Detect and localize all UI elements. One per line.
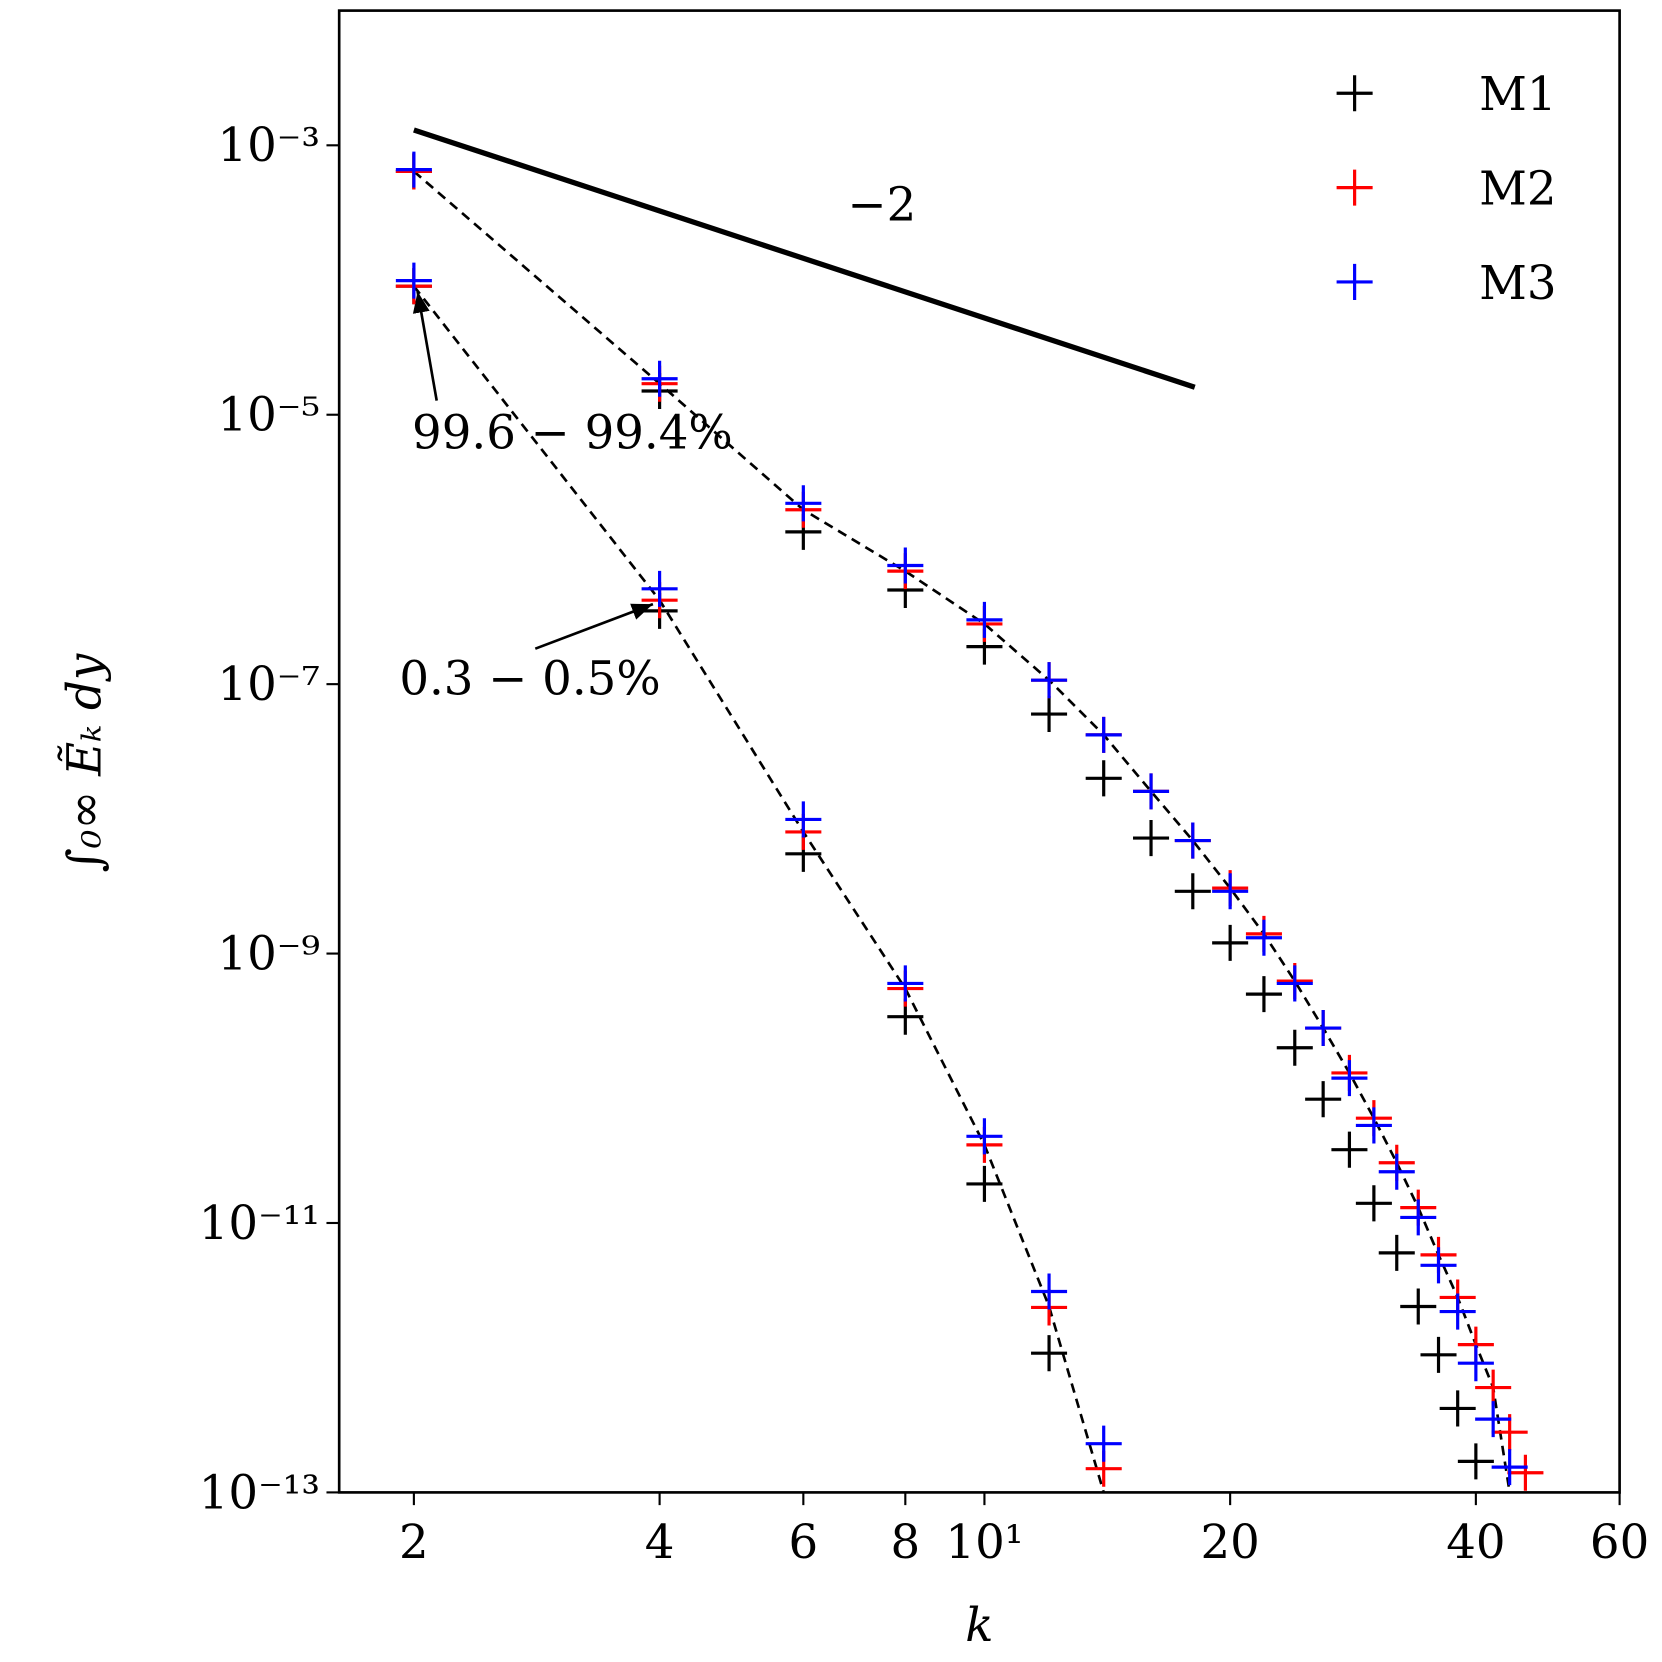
fit-line: [412, 285, 1105, 1493]
slope-label: −2: [848, 177, 917, 231]
x-tick-label: 40: [1446, 1515, 1505, 1569]
fit-line: [413, 170, 1511, 1493]
y-tick-label: 10⁻¹¹: [199, 1196, 320, 1250]
point: [1355, 1107, 1392, 1144]
point: [1507, 1454, 1544, 1491]
point: [1305, 1081, 1342, 1118]
point: [1031, 1273, 1068, 1310]
y-tick-label: 10⁻⁹: [217, 926, 320, 980]
point: [1331, 1131, 1368, 1168]
point: [1439, 1293, 1476, 1330]
point: [1355, 1185, 1392, 1222]
point: [395, 262, 432, 299]
point: [1085, 760, 1122, 797]
point: [395, 151, 432, 188]
point: [641, 570, 678, 607]
annotation: 0.3 − 0.5%: [399, 651, 660, 705]
point: [1031, 696, 1068, 733]
point: [1031, 1335, 1068, 1372]
y-tick-label: 10⁻¹³: [199, 1465, 320, 1519]
point: [1491, 1449, 1528, 1486]
x-tick-label: 2: [399, 1515, 429, 1569]
x-tick-label: 60: [1590, 1515, 1649, 1569]
point: [1133, 773, 1170, 810]
annotation-arrow: [412, 291, 439, 401]
point: [1400, 1288, 1437, 1325]
legend-marker: [1336, 75, 1373, 112]
point: [1031, 662, 1068, 699]
point: [1457, 1345, 1494, 1382]
reference-line: [413, 127, 1196, 390]
legend-label: M1: [1479, 67, 1556, 121]
annotation: 99.6 − 99.4%: [412, 405, 733, 459]
point: [1420, 1336, 1457, 1373]
point: [887, 965, 924, 1002]
point: [1475, 1369, 1512, 1406]
point: [966, 601, 1003, 638]
point: [1245, 976, 1282, 1013]
point: [966, 1165, 1003, 1202]
point: [1305, 1010, 1342, 1047]
legend-marker: [1336, 169, 1373, 206]
point: [1276, 965, 1313, 1002]
legend-label: M2: [1479, 162, 1556, 216]
x-tick-label: 8: [890, 1515, 920, 1569]
point: [1475, 1401, 1512, 1438]
point: [1085, 716, 1122, 753]
point: [1276, 1029, 1313, 1066]
point: [1457, 1443, 1494, 1480]
y-tick-label: 10⁻³: [217, 118, 320, 172]
point: [1212, 873, 1249, 910]
point: [785, 801, 822, 838]
point: [1420, 1247, 1457, 1284]
point: [1085, 1425, 1122, 1462]
y-tick-label: 10⁻⁵: [217, 388, 320, 442]
point: [1378, 1153, 1415, 1190]
x-tick-label: 20: [1200, 1515, 1259, 1569]
plot-frame: [337, 9, 1621, 1494]
x-axis-label: k: [965, 1598, 993, 1652]
point: [1174, 873, 1211, 910]
point: [1439, 1390, 1476, 1427]
point: [1400, 1199, 1437, 1236]
point: [1133, 820, 1170, 857]
point: [785, 485, 822, 522]
point: [887, 547, 924, 584]
point: [1331, 1060, 1368, 1097]
point: [1245, 919, 1282, 956]
point: [1378, 1234, 1415, 1271]
point: [641, 360, 678, 397]
x-tick-label: 4: [645, 1515, 675, 1569]
x-tick-label: 6: [789, 1515, 819, 1569]
point: [1212, 924, 1249, 961]
x-tick-label: 10¹: [945, 1515, 1023, 1569]
annotation-arrow: [534, 602, 654, 650]
point: [1174, 822, 1211, 859]
y-tick-label: 10⁻⁷: [217, 657, 320, 711]
y-axis-label: ∫₀∞ Ẽₖ dy: [58, 653, 112, 872]
legend-label: M3: [1479, 256, 1556, 310]
legend-marker: [1336, 263, 1373, 300]
point: [966, 1118, 1003, 1155]
